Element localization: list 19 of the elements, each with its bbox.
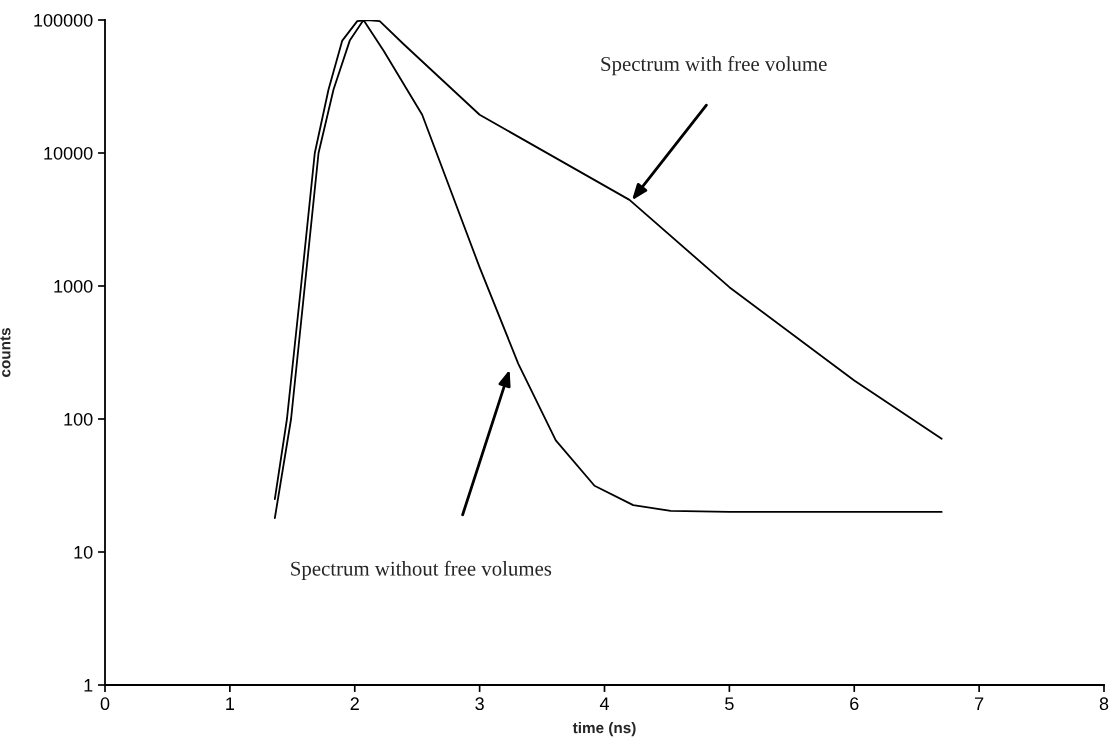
x-tick-label: 1: [226, 697, 235, 710]
y-tick-label: 1000: [54, 279, 93, 293]
y-tick-label: 100000: [34, 13, 93, 27]
y-tick-label: 10: [74, 545, 93, 559]
x-tick-label: 5: [725, 697, 734, 711]
y-tick-label: 1: [84, 679, 93, 692]
x-tick-label: 8: [1099, 697, 1109, 711]
y-tick-label: 100: [64, 412, 93, 426]
x-axis-title: time (ns): [572, 721, 636, 737]
x-tick-label: 7: [975, 697, 984, 710]
x-tick-label: 2: [350, 697, 359, 710]
x-tick-label: 4: [599, 697, 609, 710]
x-tick-label: 0: [100, 697, 110, 711]
x-tick-label: 3: [475, 697, 484, 711]
annotation: Spectrum without free volumes: [291, 560, 552, 580]
y-axis-title: counts: [0, 328, 11, 377]
x-tick-label: 6: [850, 697, 859, 711]
y-tick-label: 10000: [44, 146, 93, 160]
annotation: Spectrum with free volume: [601, 56, 827, 76]
